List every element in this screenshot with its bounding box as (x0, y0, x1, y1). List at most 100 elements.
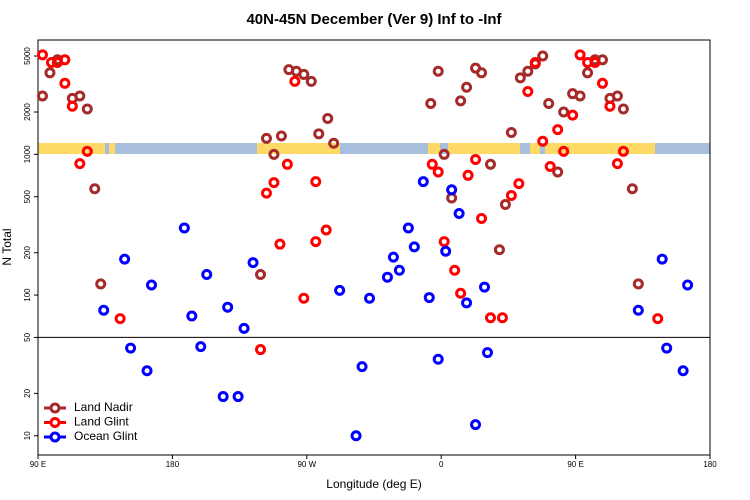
data-point (476, 67, 488, 79)
data-point (145, 279, 157, 291)
data-point (66, 100, 78, 112)
data-point (393, 264, 405, 276)
data-point (461, 81, 473, 93)
data-point (274, 238, 286, 250)
y-tick-label: 2000 (23, 103, 32, 121)
data-point (432, 65, 444, 77)
data-point (476, 213, 488, 225)
data-point (59, 77, 71, 89)
data-point (289, 75, 301, 87)
data-point (440, 245, 452, 257)
data-point (281, 158, 293, 170)
data-point (417, 176, 429, 188)
data-point (513, 178, 525, 190)
x-tick-label: 90 E (30, 460, 46, 469)
data-point (217, 391, 229, 403)
x-axis-label: Longitude (deg E) (326, 477, 421, 491)
data-point (461, 297, 473, 309)
data-point (462, 169, 474, 181)
data-point (89, 183, 101, 195)
data-point (552, 124, 564, 136)
data-point (275, 130, 287, 142)
data-point (574, 90, 586, 102)
legend-label: Land Glint (74, 415, 129, 429)
x-tick-label: 180 (703, 460, 717, 469)
data-point (44, 67, 56, 79)
data-point (141, 365, 153, 377)
data-point (574, 49, 586, 61)
x-tick-label: 90 E (567, 460, 583, 469)
data-point (522, 65, 534, 77)
data-point (381, 271, 393, 283)
data-point (611, 90, 623, 102)
data-point (334, 284, 346, 296)
data-point (453, 207, 465, 219)
data-point (328, 137, 340, 149)
data-point (255, 269, 267, 281)
data-point (305, 75, 317, 87)
data-point (537, 135, 549, 147)
data-point (255, 344, 267, 356)
data-point (446, 184, 458, 196)
data-point (45, 56, 57, 68)
data-point (484, 158, 496, 170)
x-tick-label: 90 W (297, 460, 316, 469)
data-point (677, 365, 689, 377)
data-point (438, 148, 450, 160)
y-tick-label: 100 (23, 288, 32, 302)
data-point (493, 244, 505, 256)
data-point (582, 67, 594, 79)
legend-marker (49, 402, 61, 414)
data-point (387, 251, 399, 263)
plot-frame (37, 39, 711, 456)
data-point (310, 176, 322, 188)
data-point (543, 97, 555, 109)
data-point (558, 106, 570, 118)
data-point (537, 50, 549, 62)
y-axis-label: N Total (0, 228, 14, 265)
data-point (74, 158, 86, 170)
data-point (656, 253, 668, 265)
data-point (260, 132, 272, 144)
data-point (632, 304, 644, 316)
data-point (449, 264, 461, 276)
chart-title: 40N-45N December (Ver 9) Inf to -Inf (246, 11, 502, 28)
legend-label: Land Nadir (74, 400, 133, 414)
data-point (364, 292, 376, 304)
surface-strip (38, 143, 710, 154)
data-point (260, 187, 272, 199)
data-point (522, 85, 534, 97)
y-tick-label: 200 (23, 245, 32, 259)
data-point (247, 257, 259, 269)
data-point (59, 54, 71, 66)
y-tick-label: 10 (23, 431, 32, 440)
data-point (310, 236, 322, 248)
data-point (178, 222, 190, 234)
data-point (81, 145, 93, 157)
data-point (298, 292, 310, 304)
data-point (268, 148, 280, 160)
data-point (423, 292, 435, 304)
data-point (499, 199, 511, 211)
data-point (505, 190, 517, 202)
data-point (514, 72, 526, 84)
data-point (320, 224, 332, 236)
data-point (186, 310, 198, 322)
data-point (408, 241, 420, 253)
data-point (322, 112, 334, 124)
x-tick-label: 180 (166, 460, 180, 469)
data-point (195, 341, 207, 353)
y-tick-label: 1000 (23, 145, 32, 163)
data-point (313, 128, 325, 140)
data-point (481, 347, 493, 359)
data-point (425, 97, 437, 109)
data-point (617, 103, 629, 115)
data-point (652, 313, 664, 325)
x-tick-label: 0 (439, 460, 444, 469)
data-point (682, 279, 694, 291)
data-point (552, 166, 564, 178)
data-point (402, 222, 414, 234)
y-tick-label: 50 (23, 332, 32, 341)
data-point (298, 68, 310, 80)
